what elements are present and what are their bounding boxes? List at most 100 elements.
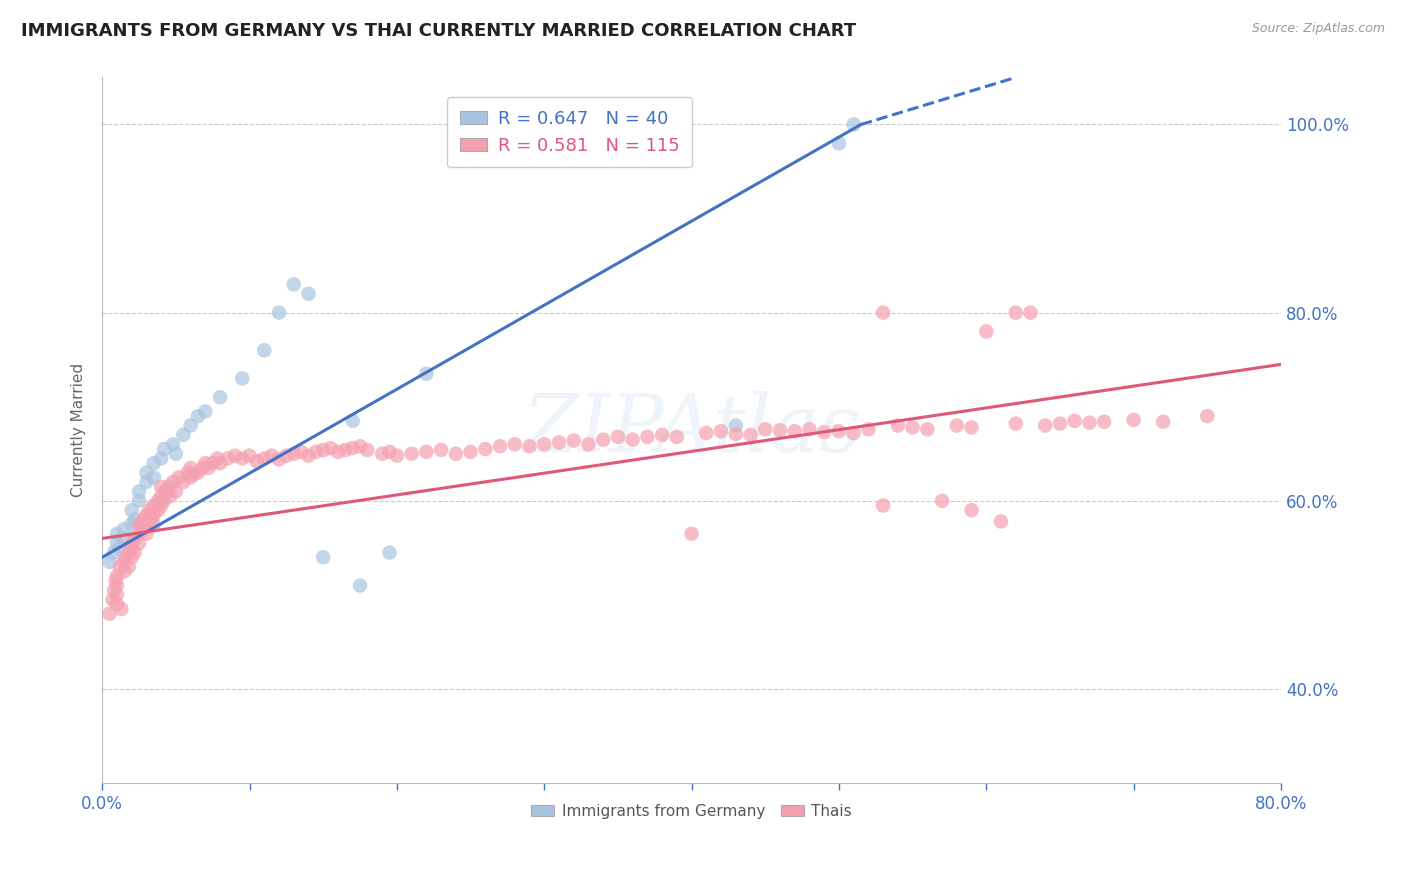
- Point: [887, 418, 910, 433]
- Point: [451, 150, 474, 164]
- Point: [385, 449, 408, 463]
- Point: [260, 449, 283, 463]
- Point: [1063, 414, 1085, 428]
- Point: [246, 454, 269, 468]
- Point: [238, 814, 260, 828]
- Point: [489, 439, 512, 453]
- Point: [578, 437, 600, 451]
- Point: [290, 445, 312, 459]
- Point: [138, 503, 160, 517]
- Point: [132, 522, 155, 536]
- Point: [842, 425, 865, 440]
- Point: [238, 449, 260, 463]
- Point: [276, 449, 298, 463]
- Point: [901, 420, 924, 434]
- Point: [128, 493, 150, 508]
- Point: [326, 445, 349, 459]
- Point: [98, 607, 121, 621]
- Point: [681, 526, 703, 541]
- Point: [813, 425, 835, 439]
- Point: [401, 447, 423, 461]
- Point: [176, 466, 198, 480]
- Point: [606, 430, 628, 444]
- Point: [124, 532, 146, 546]
- Point: [1092, 415, 1115, 429]
- Point: [621, 433, 644, 447]
- Point: [283, 277, 305, 292]
- Point: [124, 545, 146, 559]
- Point: [533, 437, 555, 451]
- Point: [217, 451, 239, 466]
- Point: [828, 136, 851, 151]
- Point: [205, 451, 228, 466]
- Point: [135, 517, 157, 532]
- Point: [335, 442, 357, 457]
- Point: [1049, 417, 1071, 431]
- Point: [1152, 415, 1174, 429]
- Point: [636, 430, 658, 444]
- Point: [974, 325, 997, 339]
- Point: [165, 447, 187, 461]
- Point: [872, 499, 894, 513]
- Point: [209, 390, 232, 404]
- Point: [342, 414, 364, 428]
- Point: [112, 555, 135, 569]
- Point: [172, 428, 194, 442]
- Point: [153, 493, 176, 508]
- Point: [201, 456, 224, 470]
- Point: [415, 367, 437, 381]
- Point: [1004, 305, 1026, 319]
- Point: [194, 404, 217, 418]
- Point: [378, 545, 401, 559]
- Point: [231, 371, 253, 385]
- Point: [103, 545, 125, 559]
- Point: [150, 499, 173, 513]
- Point: [121, 541, 143, 555]
- Point: [1004, 417, 1026, 431]
- Point: [1078, 416, 1101, 430]
- Point: [267, 305, 290, 319]
- Point: [118, 545, 141, 559]
- Point: [297, 286, 319, 301]
- Point: [562, 434, 585, 448]
- Point: [319, 441, 342, 455]
- Point: [415, 445, 437, 459]
- Point: [724, 427, 747, 442]
- Point: [519, 439, 541, 453]
- Point: [167, 470, 190, 484]
- Point: [139, 513, 162, 527]
- Point: [371, 447, 394, 461]
- Point: [769, 423, 792, 437]
- Point: [783, 424, 806, 438]
- Point: [297, 449, 319, 463]
- Text: ZIPAtlas: ZIPAtlas: [523, 392, 860, 469]
- Point: [150, 480, 173, 494]
- Point: [121, 503, 143, 517]
- Point: [187, 409, 209, 424]
- Point: [342, 441, 364, 455]
- Point: [710, 424, 733, 438]
- Point: [172, 475, 194, 489]
- Point: [114, 550, 136, 565]
- Point: [157, 480, 180, 494]
- Point: [946, 418, 969, 433]
- Point: [105, 569, 128, 583]
- Point: [110, 602, 132, 616]
- Point: [104, 574, 127, 588]
- Point: [842, 118, 865, 132]
- Point: [142, 508, 165, 522]
- Point: [135, 526, 157, 541]
- Point: [98, 555, 121, 569]
- Point: [960, 420, 983, 434]
- Point: [135, 475, 157, 489]
- Point: [150, 451, 173, 466]
- Point: [267, 452, 290, 467]
- Point: [112, 522, 135, 536]
- Point: [356, 442, 378, 457]
- Point: [118, 559, 141, 574]
- Point: [112, 532, 135, 546]
- Point: [960, 503, 983, 517]
- Point: [1033, 418, 1056, 433]
- Point: [121, 536, 143, 550]
- Point: [828, 424, 851, 438]
